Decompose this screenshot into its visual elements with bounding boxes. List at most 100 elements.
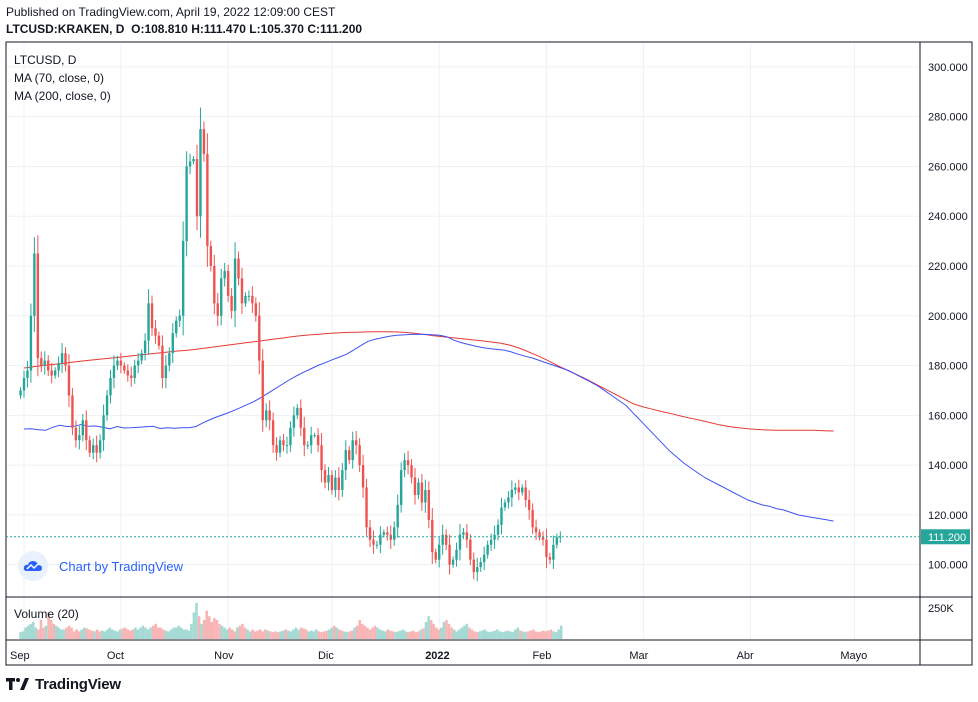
candle-body	[251, 295, 254, 304]
volume-bar	[450, 627, 453, 639]
candle-body	[552, 544, 555, 560]
volume-bar	[483, 629, 486, 639]
candle-body	[296, 407, 299, 416]
volume-bar	[366, 627, 369, 639]
ohlc-line: LTCUSD:KRAKEN, D O:108.810 H:111.470 L:1…	[6, 22, 362, 36]
candle-body	[427, 489, 431, 520]
volume-bar	[419, 629, 423, 639]
candle-body	[292, 415, 296, 428]
volume-bar	[417, 631, 420, 639]
volume-bar	[386, 629, 390, 639]
volume-bar	[185, 629, 188, 639]
candle-body	[393, 527, 396, 540]
high-value: 111.470	[203, 22, 246, 36]
candle-body	[185, 166, 188, 242]
volume-bar	[230, 629, 234, 639]
volume-bar	[422, 628, 425, 639]
chart-by-text[interactable]: Chart by TradingView	[59, 558, 184, 574]
volume-bar	[197, 616, 201, 639]
volume-bar	[144, 627, 147, 639]
candle-body	[382, 532, 386, 535]
volume-bar	[493, 630, 497, 639]
legend-symbol: LTCUSD, D	[14, 53, 77, 67]
candle-body	[254, 303, 258, 316]
volume-bar	[195, 602, 198, 639]
candle-body	[517, 487, 520, 493]
volume-bar	[108, 627, 112, 639]
candle-body	[368, 527, 372, 540]
candle-body	[538, 532, 541, 538]
volume-bar	[136, 629, 140, 639]
volume-bar	[399, 630, 402, 639]
price-chart[interactable]: 100.000 120.000 140.000 160.000 180.000 200.0…	[0, 0, 978, 670]
legend-ma200: MA (200, close, 0)	[14, 89, 111, 103]
close-label: C:	[307, 22, 320, 36]
candle-body	[26, 370, 29, 378]
candle-body	[102, 415, 105, 441]
price-tick-label: 240.000	[928, 211, 968, 223]
tradingview-brand[interactable]: TradingView	[6, 674, 121, 694]
volume-bar	[253, 631, 257, 639]
candle-body	[223, 270, 226, 279]
candle-body	[417, 482, 420, 495]
volume-bar	[42, 627, 45, 639]
volume-bar	[52, 623, 55, 639]
candle-body	[341, 470, 344, 490]
volume-bar	[123, 627, 127, 639]
candle-body	[268, 410, 271, 421]
volume-bar	[404, 631, 407, 639]
candle-body	[503, 502, 507, 508]
candle-body	[313, 435, 316, 437]
volume-bar	[151, 625, 155, 639]
volume-bar	[131, 629, 135, 639]
volume-bar	[411, 630, 415, 639]
volume-bar	[302, 628, 305, 639]
candle-body	[112, 365, 116, 378]
candle-body	[299, 407, 302, 428]
low-label: L:	[249, 22, 261, 36]
candle-body	[434, 552, 437, 560]
volume-bar	[350, 630, 354, 639]
volume-bar	[134, 627, 137, 639]
chart-by-tradingview[interactable]: Chart by TradingView	[18, 548, 218, 584]
candle-body	[469, 539, 472, 560]
time-axis-labels: Sep Oct Nov Dic 2022 Feb Mar Abr Mayo	[10, 650, 867, 662]
volume-bar	[307, 631, 311, 639]
volume-bar	[218, 623, 221, 639]
candle-body	[133, 365, 136, 378]
candle-body	[379, 534, 382, 545]
candle-body	[316, 435, 320, 446]
candle-body	[233, 258, 237, 311]
price-tick-label: 120.000	[928, 510, 968, 522]
volume-bar	[154, 623, 158, 639]
time-tick-label: Oct	[107, 650, 124, 662]
candle-body	[143, 340, 147, 354]
volume-bar	[34, 627, 38, 639]
candle-body	[123, 365, 126, 371]
volume-bar	[233, 631, 237, 639]
volume-bar	[236, 627, 239, 639]
volume-bar	[491, 631, 494, 639]
volume-bar	[269, 631, 272, 639]
volume-bar	[297, 629, 300, 639]
volume-bar	[549, 629, 553, 639]
candle-body	[237, 258, 240, 279]
candle-body	[334, 477, 337, 490]
candle-body	[496, 524, 500, 535]
volume-bar	[37, 629, 40, 639]
candle-body	[88, 440, 91, 453]
volume-bar	[141, 625, 145, 639]
volume-bar	[442, 621, 446, 639]
close-value: 111.200	[320, 22, 363, 36]
volume-bar	[554, 632, 558, 639]
candle-body	[413, 477, 417, 495]
volume-bar	[312, 631, 316, 639]
volume-bar	[325, 630, 328, 639]
candle-body	[261, 360, 264, 421]
volume-bar	[547, 630, 550, 639]
volume-bar	[457, 629, 461, 639]
candles[interactable]	[19, 107, 562, 582]
volume-bar	[210, 621, 214, 639]
volume-bar	[506, 630, 509, 639]
legend-ma70: MA (70, close, 0)	[14, 71, 105, 85]
